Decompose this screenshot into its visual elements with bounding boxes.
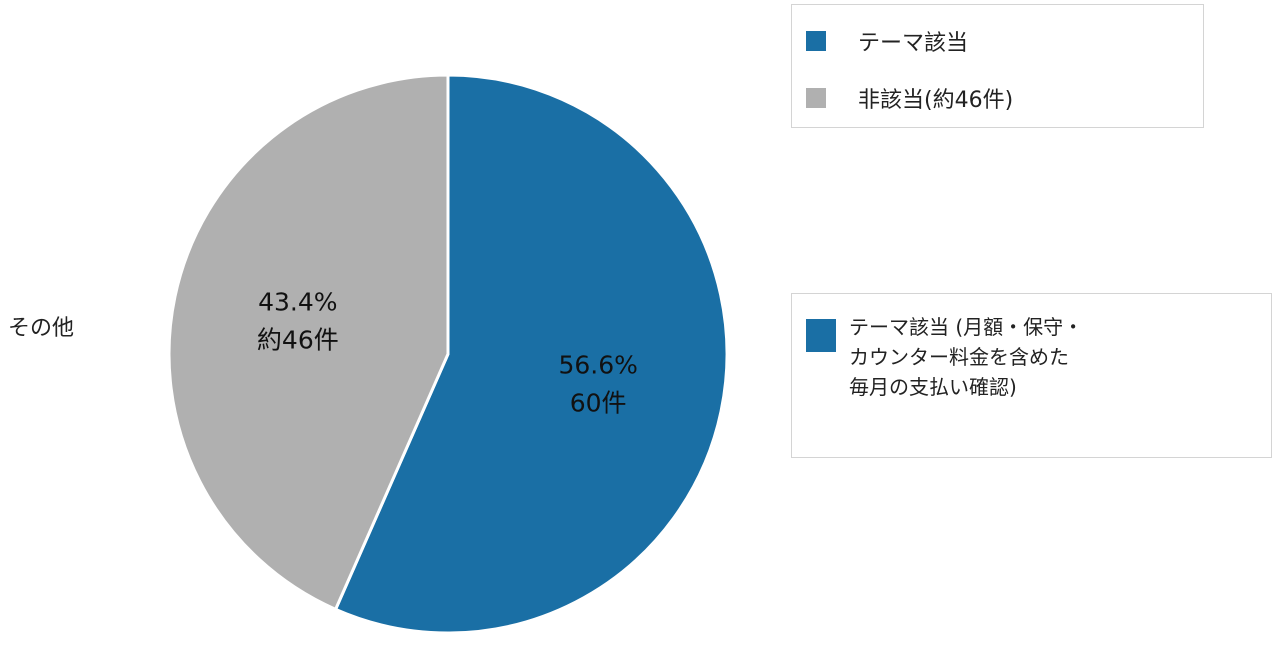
legend-item-non-theme: 非該当(約46件)	[806, 82, 1013, 114]
legend-swatch-non-theme	[806, 88, 826, 108]
slice-count-label: 約46件	[257, 325, 339, 354]
outside-label-other: その他	[8, 316, 75, 341]
legend: テーマ該当 非該当(約46件)	[791, 4, 1204, 128]
legend-detail: テーマ該当 (月額・保守・ カウンター料金を含めた 毎月の支払い確認)	[791, 293, 1272, 458]
legend-label: 非該当(約46件)	[858, 88, 1014, 113]
slice-percent-label: 56.6%	[558, 351, 637, 380]
pie-slice-0	[333, 73, 729, 635]
legend-swatch-theme	[806, 319, 836, 352]
legend-detail-text: テーマ該当 (月額・保守・ カウンター料金を含めた 毎月の支払い確認)	[849, 315, 1084, 399]
legend-label: テーマ該当	[858, 31, 969, 56]
slice-count-label: 60件	[570, 389, 627, 418]
legend-item-theme: テーマ該当	[806, 25, 968, 57]
legend-swatch-theme	[806, 31, 826, 51]
pie-slice-1	[167, 73, 450, 612]
slice-percent-label: 43.4%	[258, 287, 337, 316]
